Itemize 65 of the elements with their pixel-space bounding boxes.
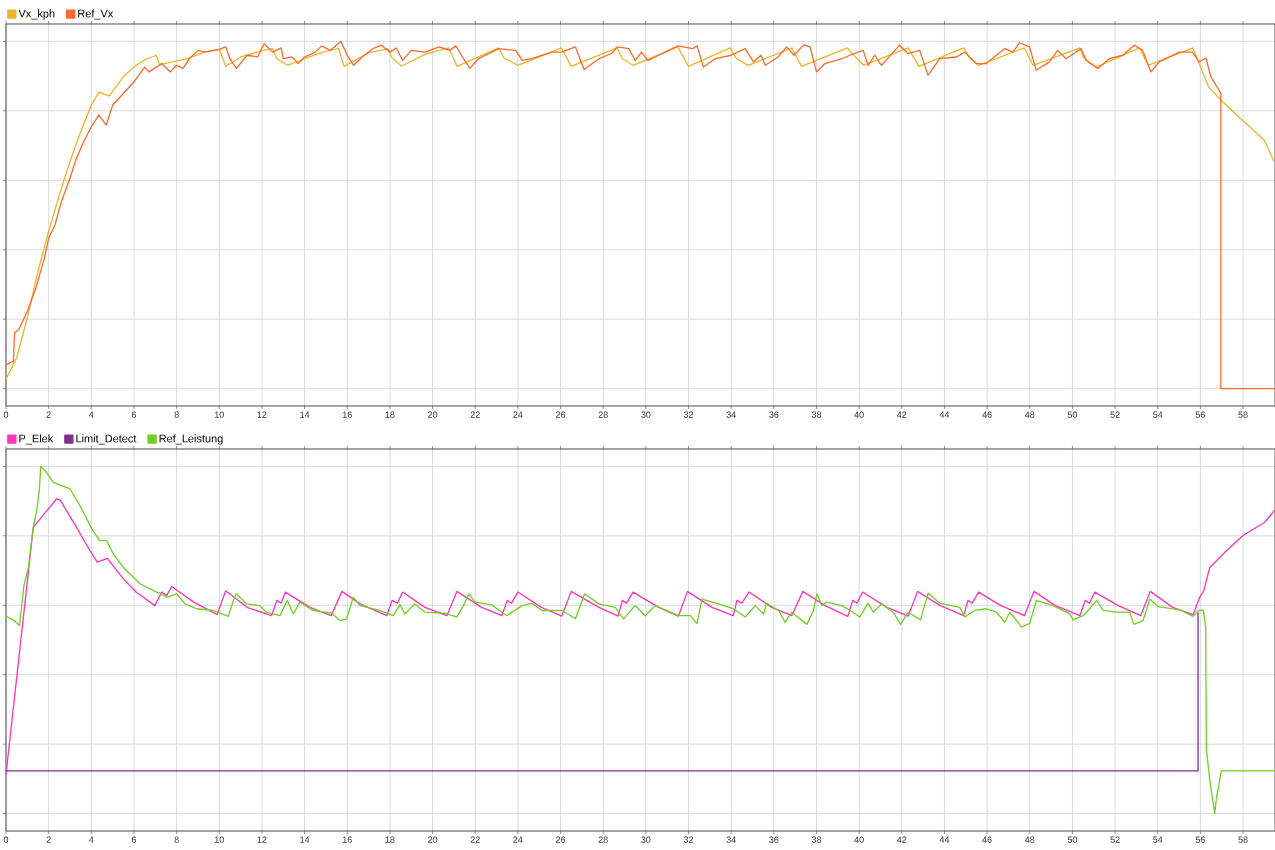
x-tick-label: 6 <box>131 836 137 843</box>
x-tick-label: 40 <box>854 411 864 418</box>
x-tick-label: 58 <box>1238 411 1248 418</box>
x-tick-label: 16 <box>342 411 352 418</box>
x-tick-label: 50 <box>1067 411 1078 418</box>
legend-label: Limit_Detect <box>76 434 137 445</box>
x-tick-label: 22 <box>470 411 480 418</box>
x-tick-label: 0 <box>3 411 9 418</box>
x-tick-label: 34 <box>726 411 736 418</box>
x-tick-label: 36 <box>769 411 779 418</box>
x-tick-label: 58 <box>1238 836 1248 843</box>
x-tick-label: 20 <box>428 836 438 843</box>
x-tick-label: 46 <box>982 836 992 843</box>
x-tick-label: 14 <box>300 836 310 843</box>
x-tick-label: 12 <box>257 836 267 843</box>
x-tick-label: 44 <box>939 836 950 843</box>
x-tick-label: 24 <box>513 836 523 843</box>
legend-label: Vx_kph <box>18 9 55 20</box>
x-tick-label: 4 <box>89 836 94 843</box>
x-tick-label: 6 <box>131 411 137 418</box>
x-tick-label: 28 <box>598 836 608 843</box>
x-tick-label: 20 <box>428 411 438 418</box>
x-tick-label: 22 <box>470 836 480 843</box>
x-tick-label: 38 <box>811 411 822 418</box>
x-tick-label: 4 <box>89 411 94 418</box>
x-tick-label: 26 <box>556 411 566 418</box>
x-tick-label: 56 <box>1195 836 1205 843</box>
x-tick-label: 54 <box>1153 411 1163 418</box>
x-tick-label: 8 <box>174 411 179 418</box>
x-tick-label: 8 <box>174 836 179 843</box>
x-tick-label: 34 <box>726 836 736 843</box>
x-tick-label: 18 <box>385 411 395 418</box>
legend-label: Ref_Leistung <box>159 434 223 445</box>
x-tick-label: 36 <box>769 836 779 843</box>
x-tick-label: 2 <box>46 836 51 843</box>
x-tick-label: 0 <box>3 836 9 843</box>
x-tick-label: 24 <box>513 411 523 418</box>
x-tick-label: 32 <box>683 411 694 418</box>
x-tick-label: 32 <box>683 836 694 843</box>
legend-label: P_Elek <box>19 434 54 445</box>
x-tick-label: 50 <box>1067 836 1078 843</box>
x-tick-label: 16 <box>342 836 352 843</box>
x-tick-label: 14 <box>300 411 310 418</box>
x-tick-label: 12 <box>257 411 267 418</box>
x-tick-label: 2 <box>46 411 51 418</box>
x-tick-label: 42 <box>897 411 907 418</box>
x-tick-label: 48 <box>1024 836 1035 843</box>
x-tick-label: 44 <box>939 411 950 418</box>
x-tick-label: 28 <box>598 411 608 418</box>
x-tick-label: 10 <box>214 836 224 843</box>
legend-label: Ref_Vx <box>78 9 114 20</box>
x-tick-label: 52 <box>1110 411 1120 418</box>
x-tick-label: 10 <box>214 411 224 418</box>
x-tick-label: 40 <box>854 836 864 843</box>
x-tick-label: 54 <box>1153 836 1163 843</box>
x-tick-label: 46 <box>982 411 992 418</box>
x-tick-label: 30 <box>641 836 651 843</box>
x-tick-label: 52 <box>1110 836 1120 843</box>
x-tick-label: 30 <box>641 411 651 418</box>
x-tick-label: 48 <box>1024 411 1035 418</box>
x-tick-label: 26 <box>556 836 566 843</box>
x-tick-label: 38 <box>811 836 822 843</box>
x-tick-label: 56 <box>1195 411 1205 418</box>
x-tick-label: 42 <box>897 836 907 843</box>
x-tick-label: 18 <box>385 836 395 843</box>
